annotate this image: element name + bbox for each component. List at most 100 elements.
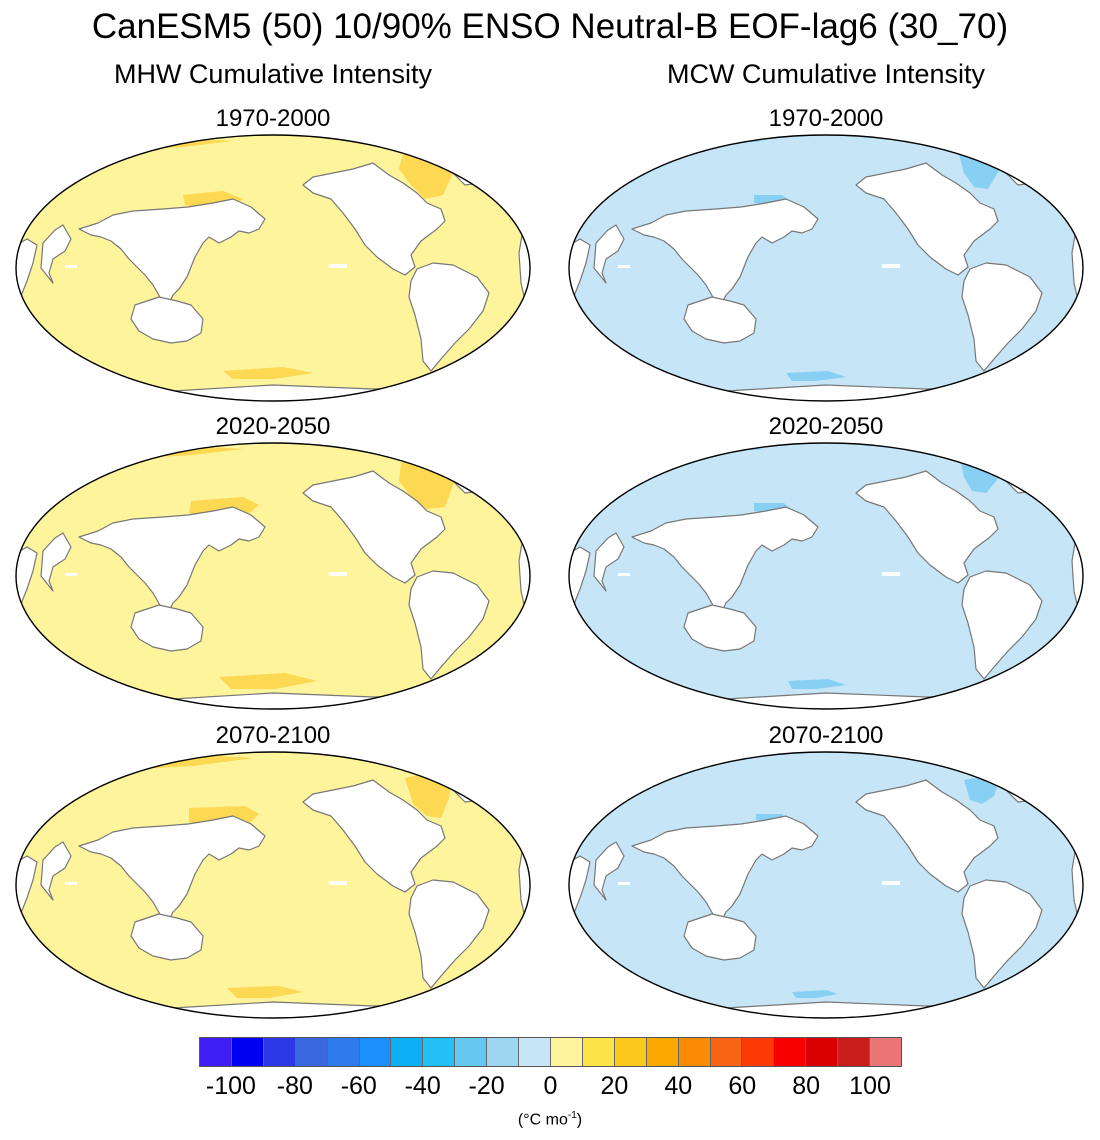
land-asia-europe — [593, 506, 819, 612]
land-australia — [130, 604, 204, 652]
colorbar-swatch — [200, 1038, 232, 1066]
land-australia — [683, 604, 757, 652]
missing-data-patch — [65, 882, 77, 885]
hl-southern-ocean — [792, 990, 838, 998]
colorbar-swatch — [710, 1038, 743, 1066]
map-content — [16, 443, 530, 709]
missing-data-patch — [65, 265, 77, 268]
colorbar-swatch — [295, 1038, 328, 1066]
map-border — [15, 134, 531, 402]
map-border — [15, 751, 531, 1019]
panel-title-mhw-1970-2000: 1970-2000 — [215, 105, 331, 132]
missing-data-patch — [329, 264, 347, 268]
units-close: ) — [576, 1111, 583, 1129]
map-content — [569, 443, 1083, 709]
colorbar-swatch — [582, 1038, 615, 1066]
panel-title-mcw-2020-2050: 2020-2050 — [768, 413, 884, 440]
map-border — [568, 442, 1084, 710]
column-title-mcw: MCW Cumulative Intensity — [666, 59, 986, 89]
colorbar-swatch — [838, 1038, 871, 1066]
missing-data-patch — [329, 572, 347, 576]
units-label: (°C mo — [517, 1111, 568, 1129]
hl-southern-ocean — [227, 986, 303, 998]
colorbar-tick-label: 80 — [792, 1072, 821, 1100]
land-south-america — [961, 570, 1043, 680]
colorbar-swatch — [646, 1038, 679, 1066]
land-south-america — [408, 570, 490, 680]
colorbar-tick-label: -40 — [404, 1072, 441, 1100]
land-south-america — [961, 879, 1043, 989]
missing-data-patch — [329, 881, 347, 885]
map-mhw-2070-2100 — [13, 750, 533, 1020]
missing-data-patch — [618, 882, 630, 885]
colorbar-swatch — [231, 1038, 264, 1066]
land-australia — [130, 296, 204, 344]
colorbar-tick-label: -20 — [468, 1072, 505, 1100]
map-svg — [15, 442, 531, 710]
land-north-america — [302, 162, 446, 276]
land-australia — [683, 296, 757, 344]
land-asia-europe — [593, 815, 819, 921]
colorbar-swatch — [263, 1038, 296, 1066]
missing-data-patch — [65, 573, 77, 576]
colorbar-swatch — [774, 1038, 807, 1066]
map-border — [568, 134, 1084, 402]
land-asia-europe — [40, 815, 266, 921]
map-mhw-1970-2000 — [13, 133, 533, 403]
colorbar-tick-label: 60 — [728, 1072, 757, 1100]
land-asia-europe — [40, 506, 266, 612]
colorbar-swatch — [550, 1038, 583, 1066]
colorbar-tick-label: -100 — [205, 1072, 256, 1100]
colorbar-tick-label: -60 — [340, 1072, 377, 1100]
colorbar-swatch — [423, 1038, 456, 1066]
map-mcw-2020-2050 — [566, 441, 1086, 711]
hl-southern-ocean — [223, 367, 313, 379]
colorbar-swatch — [455, 1038, 488, 1066]
column-title-mhw: MHW Cumulative Intensity — [113, 59, 433, 89]
land-asia-europe — [40, 198, 266, 304]
map-svg — [15, 751, 531, 1019]
colorbar-swatch — [678, 1038, 711, 1066]
land-north-america — [302, 470, 446, 584]
map-svg — [15, 134, 531, 402]
colorbar-tick-label: 0 — [543, 1072, 558, 1100]
land-south-america — [408, 879, 490, 989]
missing-data-patch — [618, 265, 630, 268]
hl-southern-ocean — [788, 679, 846, 689]
colorbar-swatch — [359, 1038, 392, 1066]
colorbar-swatch — [614, 1038, 647, 1066]
hl-southern-ocean — [219, 673, 317, 689]
map-svg — [568, 442, 1084, 710]
colorbar-tick-label: 40 — [664, 1072, 693, 1100]
colorbar-tick-label: -80 — [276, 1072, 313, 1100]
missing-data-patch — [882, 572, 900, 576]
panel-title-mcw-2070-2100: 2070-2100 — [768, 722, 884, 749]
land-australia — [130, 913, 204, 961]
land-south-america — [408, 262, 490, 372]
panel-title-mcw-1970-2000: 1970-2000 — [768, 105, 884, 132]
missing-data-patch — [618, 573, 630, 576]
land-south-america — [961, 262, 1043, 372]
land-north-america — [855, 470, 999, 584]
land-australia — [683, 913, 757, 961]
colorbar-swatch — [742, 1038, 775, 1066]
land-north-america — [855, 162, 999, 276]
land-asia-europe — [593, 198, 819, 304]
map-border — [15, 442, 531, 710]
colorbar-swatch — [519, 1038, 551, 1066]
missing-data-patch — [882, 881, 900, 885]
units-exponent: -1 — [567, 1110, 577, 1121]
map-svg — [568, 751, 1084, 1019]
panel-title-mhw-2070-2100: 2070-2100 — [215, 722, 331, 749]
map-mcw-2070-2100 — [566, 750, 1086, 1020]
figure-title: CanESM5 (50) 10/90% ENSO Neutral-B EOF-l… — [91, 7, 1009, 46]
land-north-america — [855, 779, 999, 893]
map-mhw-2020-2050 — [13, 441, 533, 711]
map-content — [569, 752, 1083, 1018]
map-content — [569, 135, 1083, 401]
missing-data-patch — [882, 264, 900, 268]
colorbar-swatch — [806, 1038, 839, 1066]
colorbar-swatch — [391, 1038, 424, 1066]
colorbar-swatch — [487, 1038, 520, 1066]
map-content — [16, 752, 530, 1018]
